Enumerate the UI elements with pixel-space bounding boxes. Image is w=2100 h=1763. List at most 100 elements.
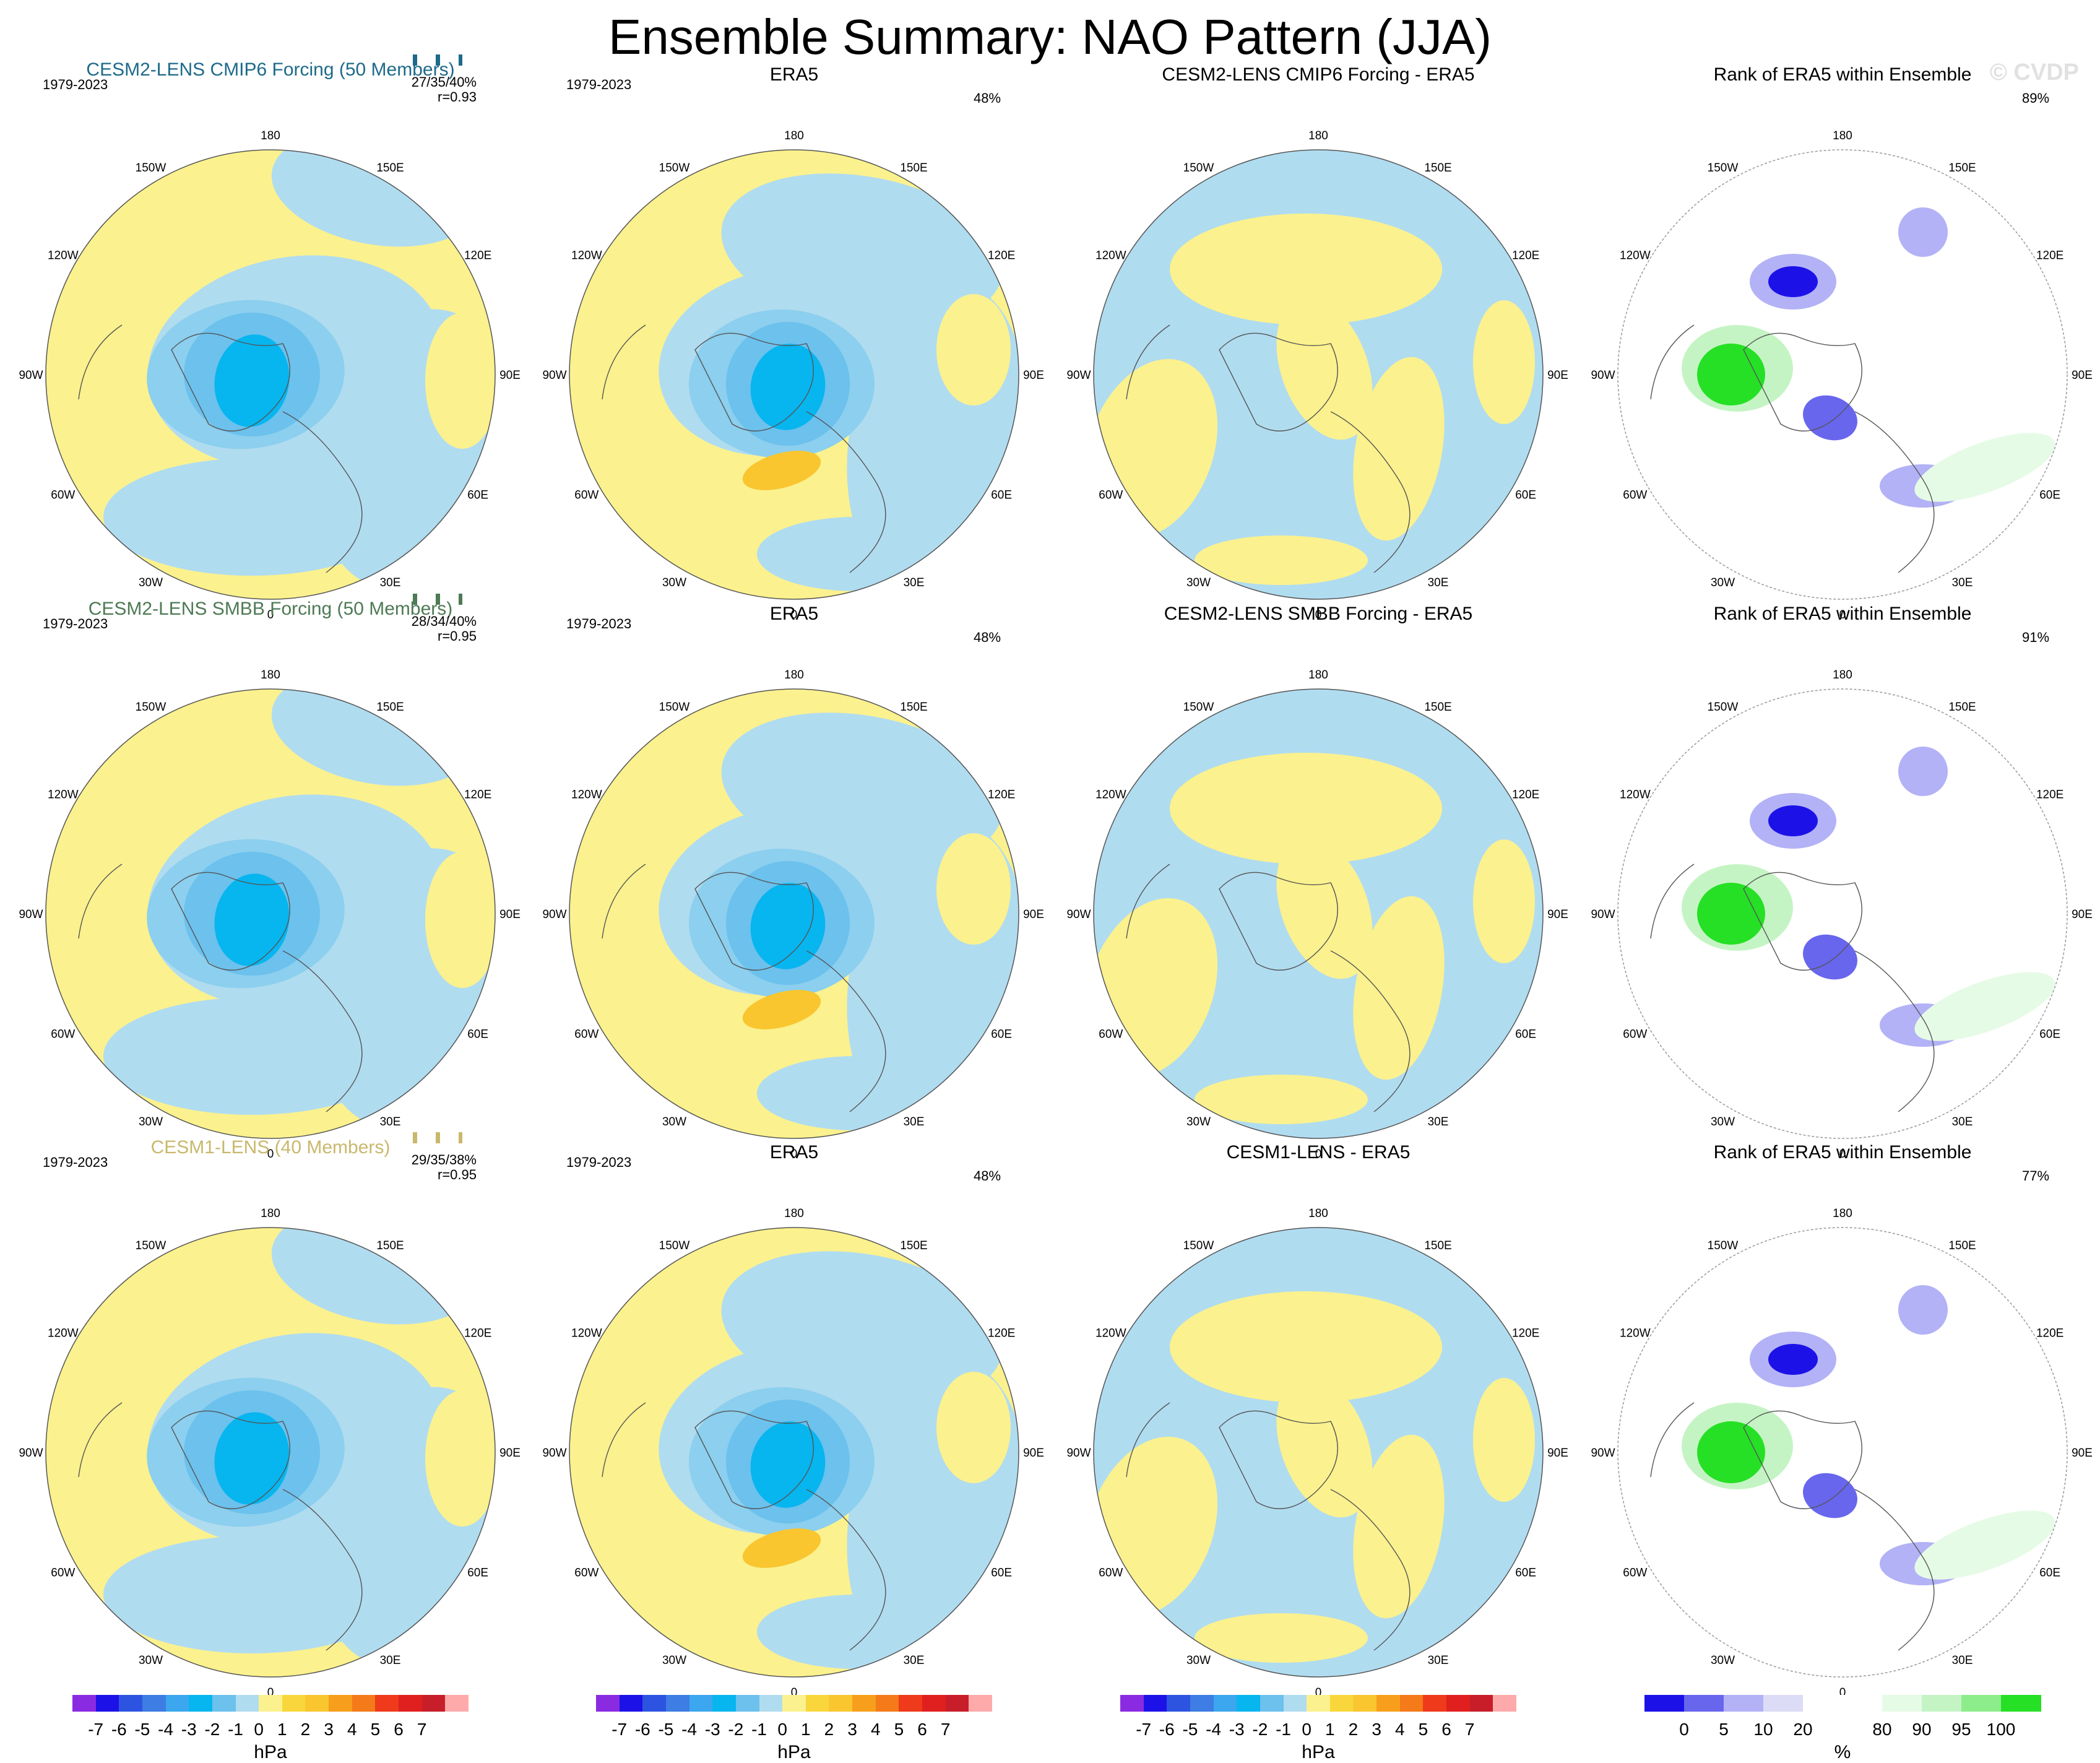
colorbar-tick-label: 95 [1951,1720,1971,1739]
explained-variance-label: 48% [974,1168,1001,1184]
pattern-correlation-label: r=0.95 [438,628,477,644]
longitude-label: 180 [261,669,280,682]
longitude-label: 60E [991,489,1012,502]
colorbar-tick-label: -5 [134,1720,150,1739]
panel-title: Rank of ERA5 within Ensemble [1713,1142,1972,1163]
polar-map: 180 150E 120E 90E 60E 30E 0 30W 60W 90W 120W 150W [1591,1207,2093,1699]
polar-map: 180 150E 120E 90E 60E 30E 0 30W 60W 90W 120W 150W [1591,669,2093,1161]
longitude-label: 30E [380,1115,401,1128]
longitude-label: 60E [2039,1028,2060,1041]
polar-map: 180 150E 120E 90E 60E 30E 0 30W 60W 90W 120W 150W [19,129,521,622]
longitude-label: 180 [261,1207,280,1220]
longitude-label: 30W [1186,576,1211,589]
coastline [602,324,646,400]
longitude-label: 60E [1515,489,1536,502]
colorbar-swatch [759,1695,783,1712]
anomaly-negative-region [757,1595,955,1669]
colorbar-swatch [1120,1695,1144,1712]
colorbar-swatch [1167,1695,1191,1712]
longitude-label: 90E [2072,1447,2093,1460]
longitude-label: 90E [2072,908,2093,921]
longitude-label: 0 [791,1148,798,1161]
colorbar-swatch [259,1695,283,1712]
anomaly-positive-region [936,833,1011,945]
colorbar-swatch [642,1695,667,1712]
longitude-label: 60W [51,1567,75,1580]
longitude-label: 90W [19,1447,43,1460]
longitude-label: 180 [1833,129,1852,142]
coastline [171,1410,290,1509]
colorbar-tick-label: 5 [894,1720,904,1739]
longitude-label: 60W [51,1028,75,1041]
longitude-label: 120E [1512,249,1539,262]
longitude-label: 0 [791,1686,798,1699]
longitude-label: 150E [900,1239,927,1252]
colorbar-swatch [945,1695,969,1712]
colorbar-swatch [165,1695,189,1712]
longitude-label: 120W [48,1327,79,1340]
longitude-label: 150W [1183,162,1214,175]
map-field [1618,689,2067,1138]
anomaly-positive-region [1276,1374,1373,1518]
ensemble-spread-strip [407,1131,481,1145]
rank-colorbar: 0 5 10 20 80 90 95 100% [1644,1695,2041,1763]
map-field [1618,150,2067,599]
map-boundary [1617,688,2068,1139]
polar-map: 180 150E 120E 90E 60E 30E 0 30W 60W 90W 120W 150W [542,1207,1044,1699]
coastline [1126,324,1170,400]
colorbar-swatch [689,1695,713,1712]
longitude-label: 30E [1428,1115,1449,1128]
explained-variance-label: 89% [2022,90,2050,106]
anomaly-negative-region [757,517,955,591]
longitude-label: 90E [499,1447,521,1460]
colorbar-tick-label: -2 [728,1720,744,1739]
longitude-label: 60E [991,1567,1012,1580]
coastline [1854,950,1935,1112]
map-boundary [1617,1227,2068,1678]
colorbar-swatch [922,1695,946,1712]
colorbar-unit: % [1834,1742,1851,1762]
map-field [569,1228,1019,1677]
map-boundary [569,1227,1019,1678]
anomaly-positive-core [742,1528,821,1568]
coastline [78,324,123,400]
longitude-label: 30W [662,576,686,589]
rank-high-region [1914,433,2055,502]
colorbar-unit: hPa [1302,1742,1335,1762]
colorbar-swatch [1763,1695,1804,1712]
colorbar-tick-label: 4 [1394,1720,1405,1739]
colorbar-tick-label: -3 [1229,1720,1245,1739]
polar-map: 180 150E 120E 90E 60E 30E 0 30W 60W 90W 120W 150W [1066,129,1568,622]
longitude-label: 0 [267,1148,274,1161]
colorbar-swatch [1882,1695,1922,1712]
coastline [694,872,814,971]
colorbar-tick-label: 10 [1753,1720,1773,1739]
polar-map: 180 150E 120E 90E 60E 30E 0 30W 60W 90W 120W 150W [542,669,1044,1161]
ensemble-member-tick [460,1132,462,1143]
polar-map: 180 150E 120E 90E 60E 30E 0 30W 60W 90W 120W 150W [1591,129,2092,622]
period-label: 1979-2023 [43,77,108,92]
longitude-label: 90W [19,369,43,382]
map-field [46,689,495,1138]
map-field [1618,1228,2067,1677]
longitude-label: 120E [2036,249,2063,262]
colorbar-swatch [329,1695,353,1712]
anomaly-negative-center [214,873,290,966]
longitude-label: 30W [1711,1115,1735,1128]
cvdp-watermark: © CVDP [1989,59,2079,85]
colorbar-swatch [1493,1695,1517,1712]
anomaly-positive-region [425,1390,495,1527]
map-field [1094,1228,1543,1677]
longitude-label: 150E [1948,162,1976,175]
map-field [1094,150,1543,599]
longitude-label: 180 [1833,1207,1852,1220]
colorbar-tick-label: 5 [370,1720,381,1739]
longitude-label: 120E [2036,789,2063,802]
colorbar-swatch [1283,1695,1307,1712]
longitude-label: 90E [499,369,521,382]
longitude-label: 120W [1095,789,1126,802]
ensemble-member-tick [438,1132,440,1143]
rank-top-region [1697,1421,1765,1483]
longitude-label: 150W [1708,701,1739,714]
panel-title: CESM1-LENS - ERA5 [1226,1142,1411,1163]
